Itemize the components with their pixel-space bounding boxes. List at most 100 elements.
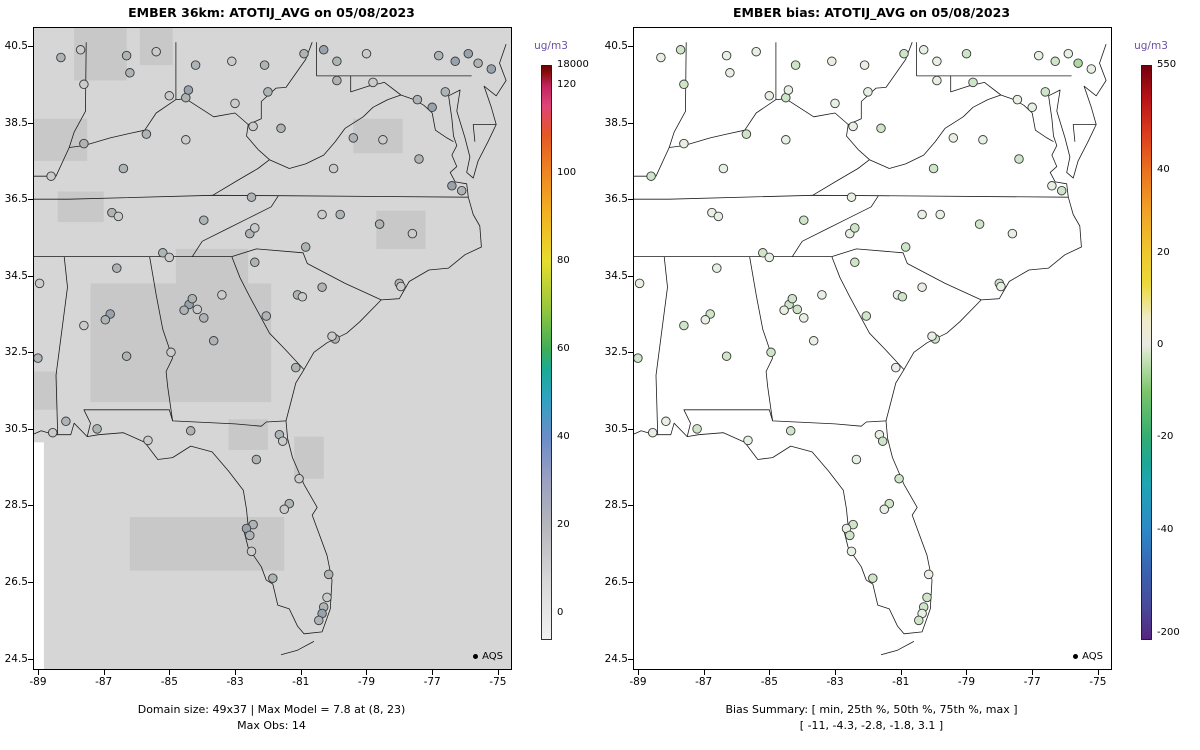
map-plot-area: AQS — [633, 27, 1112, 670]
aqs-site-point — [348, 133, 359, 143]
aqs-site-point — [34, 278, 45, 289]
aqs-site-point — [1056, 185, 1067, 196]
aqs-site-point — [185, 426, 196, 436]
aqs-site-point — [1012, 94, 1023, 105]
state-boundary-line — [869, 94, 1002, 169]
aqs-site-point — [634, 278, 645, 289]
caption-line-2: [ -11, -4.3, -2.8, -1.8, 3.1 ] — [799, 718, 944, 732]
caption-line-1: Domain size: 49x37 | Max Model = 7.8 at … — [137, 703, 406, 716]
colorbar-tick-label: 18000 — [557, 59, 589, 70]
raster-cell-patch — [228, 419, 268, 450]
aqs-site-point — [1050, 56, 1060, 67]
raster-cell-patch — [74, 28, 127, 81]
aqs-site-point — [183, 85, 194, 95]
aqs-site-point — [118, 163, 129, 174]
aqs-site-point — [335, 209, 345, 220]
y-axis-tick-mark — [628, 582, 633, 584]
aqs-site-point — [322, 592, 332, 603]
aqs-site-point — [700, 315, 711, 325]
x-axis-tick-mark — [835, 670, 837, 675]
aqs-site-point — [808, 336, 819, 346]
x-axis-tick-label: -83 — [826, 676, 844, 688]
aqs-site-point — [217, 290, 227, 300]
aqs-site-point — [675, 45, 686, 55]
raster-cell-patch — [57, 191, 104, 223]
aqs-site-point — [141, 129, 152, 139]
aqs-site-point — [412, 94, 423, 105]
aqs-site-point — [785, 426, 796, 436]
state-boundary-line — [1000, 94, 1054, 143]
y-axis-tick-mark — [28, 428, 33, 430]
x-axis-tick-mark — [497, 670, 499, 675]
state-boundary-line — [212, 159, 270, 196]
x-axis-tick-mark — [300, 670, 302, 675]
panel-title: EMBER bias: ATOTIJ_AVG on 05/08/2023 — [732, 5, 1011, 20]
state-boundary-line — [280, 641, 315, 656]
aqs-site-point — [845, 530, 855, 541]
aqs-site-point — [751, 46, 761, 57]
y-axis-tick-mark — [28, 352, 33, 354]
aqs-site-point — [713, 211, 724, 222]
colorbar-tick-label: -40 — [1157, 524, 1174, 536]
y-axis-tick-label: 26.5 — [604, 576, 628, 589]
aqs-site-point — [799, 313, 809, 323]
y-axis-tick-label: 28.5 — [604, 499, 628, 512]
x-axis-tick-label: -83 — [226, 676, 244, 688]
y-axis-tick-label: 32.5 — [4, 346, 28, 359]
aqs-site-point — [414, 154, 424, 164]
aqs-site-point — [79, 320, 89, 331]
aqs-site-point — [899, 48, 909, 59]
y-axis-tick-mark — [628, 352, 633, 354]
aqs-site-point — [374, 219, 385, 229]
aqs-site-point — [1033, 50, 1044, 61]
x-axis-tick-label: -89 — [29, 676, 47, 688]
aqs-site-point — [100, 315, 111, 325]
y-axis-tick-mark — [628, 199, 633, 201]
aqs-site-point — [851, 454, 862, 465]
aqs-site-point — [92, 424, 102, 434]
x-axis-tick-label: -87 — [95, 676, 113, 688]
aqs-site-point — [859, 60, 870, 70]
x-axis-tick-mark — [103, 670, 105, 675]
aqs-site-point — [850, 223, 860, 233]
x-axis-tick-mark — [235, 670, 237, 675]
aqs-site-point — [932, 75, 942, 86]
x-axis-tick-label: -77 — [1023, 676, 1041, 688]
aqs-site-point — [918, 45, 929, 55]
state-boundary-line — [68, 42, 87, 148]
aqs-site-point — [276, 123, 286, 134]
aqs-site-point — [894, 473, 904, 484]
aqs-site-point — [783, 85, 794, 95]
y-axis-tick-label: 40.5 — [604, 39, 628, 52]
aqs-site-point — [712, 263, 722, 273]
aqs-site-point — [263, 87, 273, 97]
x-axis-tick-mark — [769, 670, 771, 675]
state-boundary-line — [634, 42, 913, 177]
aqs-site-point — [332, 56, 342, 67]
aqs-site-point — [323, 569, 334, 580]
colorbar-tick-label: 60 — [557, 343, 570, 355]
aqs-site-point — [297, 292, 308, 302]
colorbar-tick-label: 120 — [557, 79, 577, 91]
aqs-site-point — [900, 242, 911, 252]
state-boundary-line — [149, 256, 173, 421]
x-axis-tick-mark — [169, 670, 171, 675]
aqs-site-point — [327, 331, 337, 341]
raster-cell-patch — [34, 371, 58, 410]
aqs-site-point — [294, 473, 304, 484]
aqs-site-point — [741, 129, 752, 139]
x-axis-tick-mark — [637, 670, 639, 675]
x-axis-tick-mark — [37, 670, 39, 675]
state-boundary-line — [812, 159, 870, 196]
y-axis-tick-mark — [28, 505, 33, 507]
y-axis-tick-mark — [628, 275, 633, 277]
state-boundary-line — [950, 75, 1002, 96]
colorbar-tick-label: 0 — [1157, 339, 1164, 351]
aqs-site-point — [932, 56, 942, 67]
raster-cell-patch — [139, 28, 173, 66]
x-axis-tick-label: -89 — [629, 676, 647, 688]
aqs-legend-dot-icon — [473, 654, 479, 659]
x-axis-tick-label: -85 — [760, 676, 778, 688]
aqs-site-point — [486, 64, 497, 74]
